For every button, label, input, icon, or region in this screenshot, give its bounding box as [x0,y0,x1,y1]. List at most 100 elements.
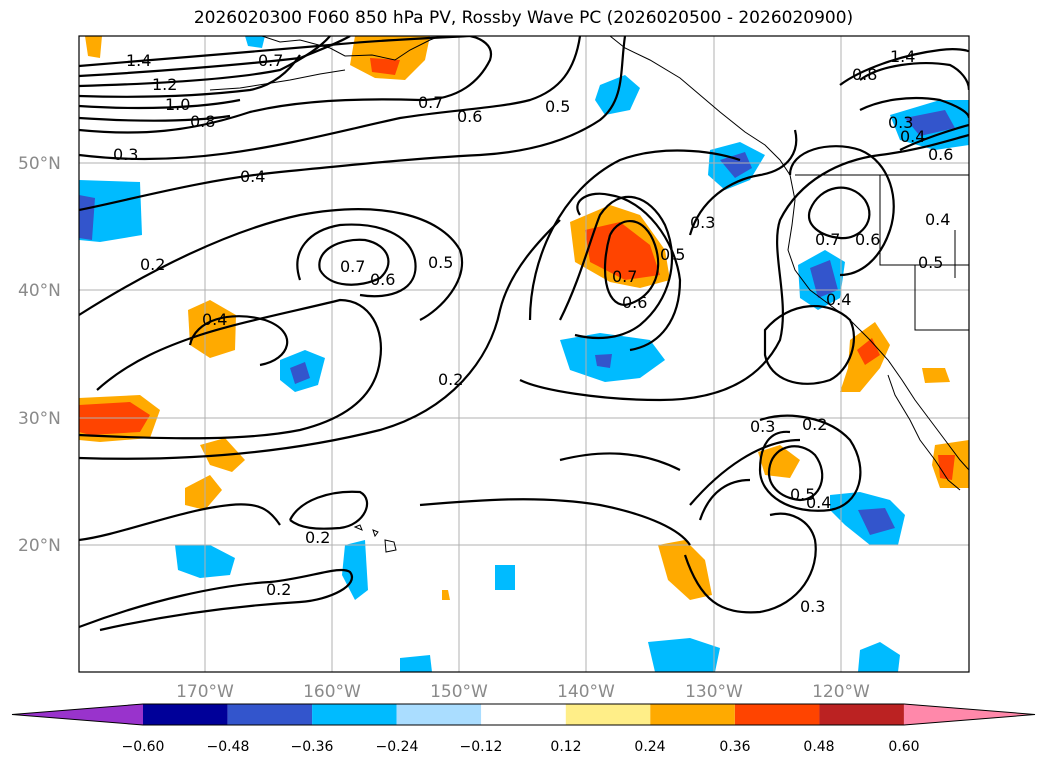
contour-label: 0.3 [113,145,138,164]
positive-anomaly-shade [370,58,400,75]
colorbar-segment [650,704,735,725]
contour-label: 0.2 [305,528,330,547]
contour-line [79,36,351,78]
contour-label: 0.7 [340,257,365,276]
contour-label: 0.6 [622,293,647,312]
contour-line [528,149,741,321]
lon-label: 160°W [303,682,361,702]
contour-line [788,145,895,277]
contour-line [603,219,660,307]
contour-line [758,414,862,512]
contour-label: 0.2 [802,415,827,434]
colorbar-tick-label: −0.12 [460,739,503,755]
colorbar-tick-label: 0.12 [550,739,581,755]
contour-label: 0.2 [438,370,463,389]
contour-line [683,512,817,614]
contour-line [807,186,871,240]
contour-label: 0.3 [750,417,775,436]
contour-label: 0.5 [545,97,570,116]
north-america-coast [609,36,969,471]
lat-label: 50°N [18,154,61,174]
colorbar-tick-label: −0.36 [291,739,334,755]
contour-line [559,195,673,340]
contour-label: 0.6 [370,270,395,289]
contour-label: 0.3 [800,597,825,616]
contour-label: 0.5 [790,485,815,504]
aleutian-chain [209,69,346,91]
contour-line [859,62,969,91]
negative-anomaly-shade [79,195,95,240]
contour-label: 0.6 [855,230,880,249]
negative-anomaly-shade [905,110,955,136]
contour-label: 0.6 [928,145,953,164]
positive-anomaly-shade [585,222,660,280]
plot-frame [78,35,970,673]
colorbar-tick-label: −0.24 [376,739,419,755]
alaska-coast [261,36,441,61]
contour-line [79,208,463,321]
contour-line [79,36,627,212]
lon-label: 140°W [557,682,615,702]
lon-label: 150°W [430,682,488,702]
negative-anomaly-shade [858,642,900,672]
state-border [914,265,969,331]
positive-anomaly-shade [922,368,950,383]
contour-line [79,36,493,134]
contour-label: 0.2 [266,580,291,599]
contour-label: 0.3 [690,213,715,232]
contour-line [79,114,231,122]
contour-label: 0.5 [918,253,943,272]
contour-line [79,568,353,632]
lon-label: 130°W [685,682,743,702]
lat-label: 30°N [18,409,61,429]
contour-line [767,445,824,502]
baja-coast [887,374,961,491]
colorbar-tick-label: −0.60 [122,739,165,755]
colorbar-outline [11,703,1036,726]
contour-label: 0.4 [806,493,831,512]
contour-line [188,315,289,367]
contour-line [519,133,969,402]
latitude-labels: 50°N 40°N 30°N 20°N [18,154,61,556]
positive-anomaly-shade [938,455,955,480]
contour-label: 0.3 [888,113,913,132]
contour-label: 0.8 [190,112,215,131]
positive-anomaly-shade [442,590,450,600]
state-border [879,175,969,266]
grid-lines [79,36,969,672]
contour-label: 0.7 [418,93,443,112]
lat-label: 40°N [18,281,61,301]
colorbar-segment [734,704,820,725]
colorbar-segment [565,704,651,725]
negative-anomaly-shade [720,152,752,178]
contour-line [79,503,281,542]
contour-line [576,192,682,352]
colorbar-segment [227,704,313,725]
negative-anomaly-shade [79,180,142,242]
contour-label: 1.2 [152,75,177,94]
colorbar-extend-low [12,704,143,725]
contour-line [899,123,969,151]
contour-label: 0.7 [815,230,840,249]
contour-line [79,298,383,440]
contour-label: 0.5 [428,253,453,272]
contour-label: 0.8 [852,65,877,84]
colorbar-tick-label: 0.36 [719,739,750,755]
contour-label: 0.2 [140,255,165,274]
colorbar-segment [312,704,397,725]
contour-line [839,48,969,86]
contour-label: 0.4 [900,127,925,146]
colorbar-tick-label: 0.48 [803,739,834,755]
positive-anomaly-shade [85,36,102,58]
contour-line [419,498,691,546]
pv-shading [79,36,969,672]
contour-line [559,452,681,471]
contour-line [296,223,417,298]
contour-line [318,238,390,286]
contour-line [79,36,331,88]
contour-line [289,490,369,530]
contour-line [79,54,301,98]
negative-anomaly-shade [648,638,720,672]
colorbar-segment [819,704,904,725]
contour-line [79,219,561,460]
